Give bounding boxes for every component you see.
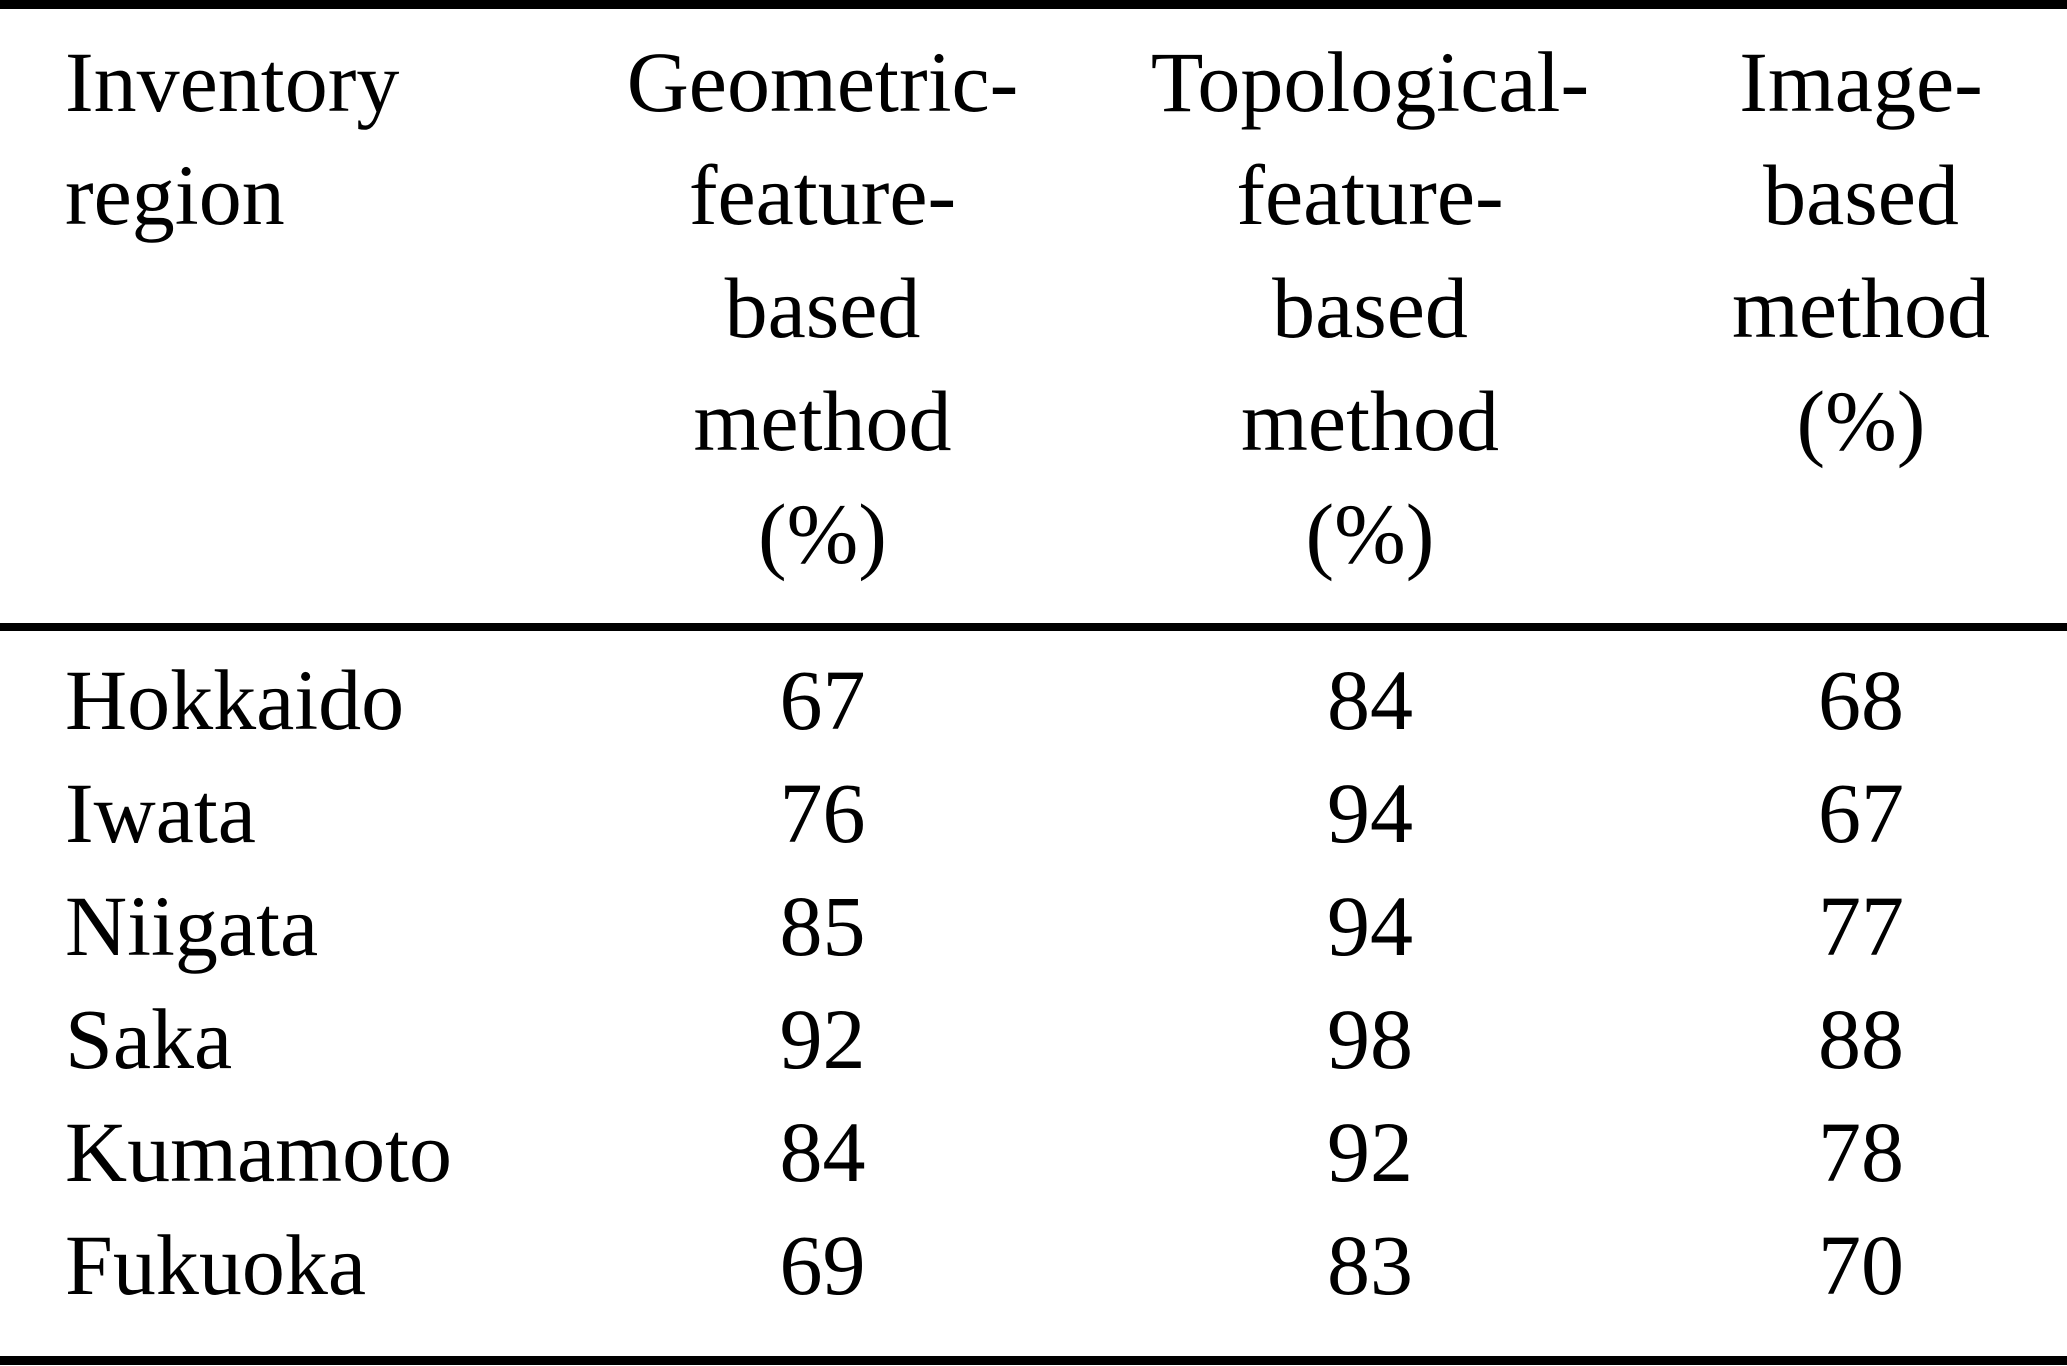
image-value-cell: 70 [1818, 1217, 1904, 1313]
column-header-topological-method: Topological- feature- based method (%) [1085, 26, 1655, 591]
header-line: (%) [1305, 486, 1435, 582]
image-value-cell: 68 [1818, 652, 1904, 748]
header-line: feature- [1236, 147, 1504, 243]
region-cell: Saka [65, 991, 233, 1087]
region-cell: Hokkaido [65, 652, 405, 748]
region-cell: Kumamoto [65, 1104, 452, 1200]
column-header-inventory-region: Inventory region [0, 26, 560, 591]
image-value-cell: 67 [1818, 765, 1904, 861]
column-header-geometric-method: Geometric- feature- based method (%) [560, 26, 1085, 591]
topological-value-cell: 84 [1327, 652, 1413, 748]
table-top-rule [0, 0, 2067, 9]
image-value-cell: 77 [1818, 878, 1904, 974]
image-value-cell: 88 [1818, 991, 1904, 1087]
header-line: Geometric- [626, 34, 1019, 130]
geometric-value-cell: 84 [779, 1104, 866, 1200]
header-line: method [1732, 260, 1990, 356]
topological-value-cell: 83 [1327, 1217, 1413, 1313]
geometric-value-cell: 67 [779, 652, 866, 748]
geometric-value-cell: 76 [779, 765, 866, 861]
column-header-image-method: Image- based method (%) [1655, 26, 2067, 591]
geometric-value-cell: 69 [779, 1217, 866, 1313]
header-line: based [724, 260, 921, 356]
header-line: Topological- [1150, 34, 1590, 130]
header-line: (%) [1796, 373, 1926, 469]
table-bottom-rule [0, 1356, 2067, 1365]
header-line: based [1763, 147, 1959, 243]
region-cell: Fukuoka [65, 1217, 366, 1313]
topological-value-cell: 94 [1327, 765, 1413, 861]
topological-value-cell: 98 [1327, 991, 1413, 1087]
region-cell: Niigata [65, 878, 319, 974]
geometric-value-cell: 92 [779, 991, 866, 1087]
table-header-rule [0, 623, 2067, 631]
geometric-value-cell: 85 [779, 878, 866, 974]
image-value-cell: 78 [1818, 1104, 1904, 1200]
topological-value-cell: 92 [1327, 1104, 1413, 1200]
header-line: feature- [688, 147, 957, 243]
header-line: method [1241, 373, 1499, 469]
header-line: based [1272, 260, 1468, 356]
table-header-row: Inventory region Geometric- feature- bas… [0, 26, 2067, 591]
header-line: Image- [1739, 34, 1983, 130]
table-body: Hokkaido 67 84 68 Iwata 76 94 67 Niigata… [0, 644, 2067, 1322]
topological-value-cell: 94 [1327, 878, 1413, 974]
header-line: region [65, 147, 285, 243]
header-line: (%) [758, 486, 887, 582]
region-cell: Iwata [65, 765, 256, 861]
header-line: method [693, 373, 952, 469]
header-line: Inventory [65, 34, 400, 130]
